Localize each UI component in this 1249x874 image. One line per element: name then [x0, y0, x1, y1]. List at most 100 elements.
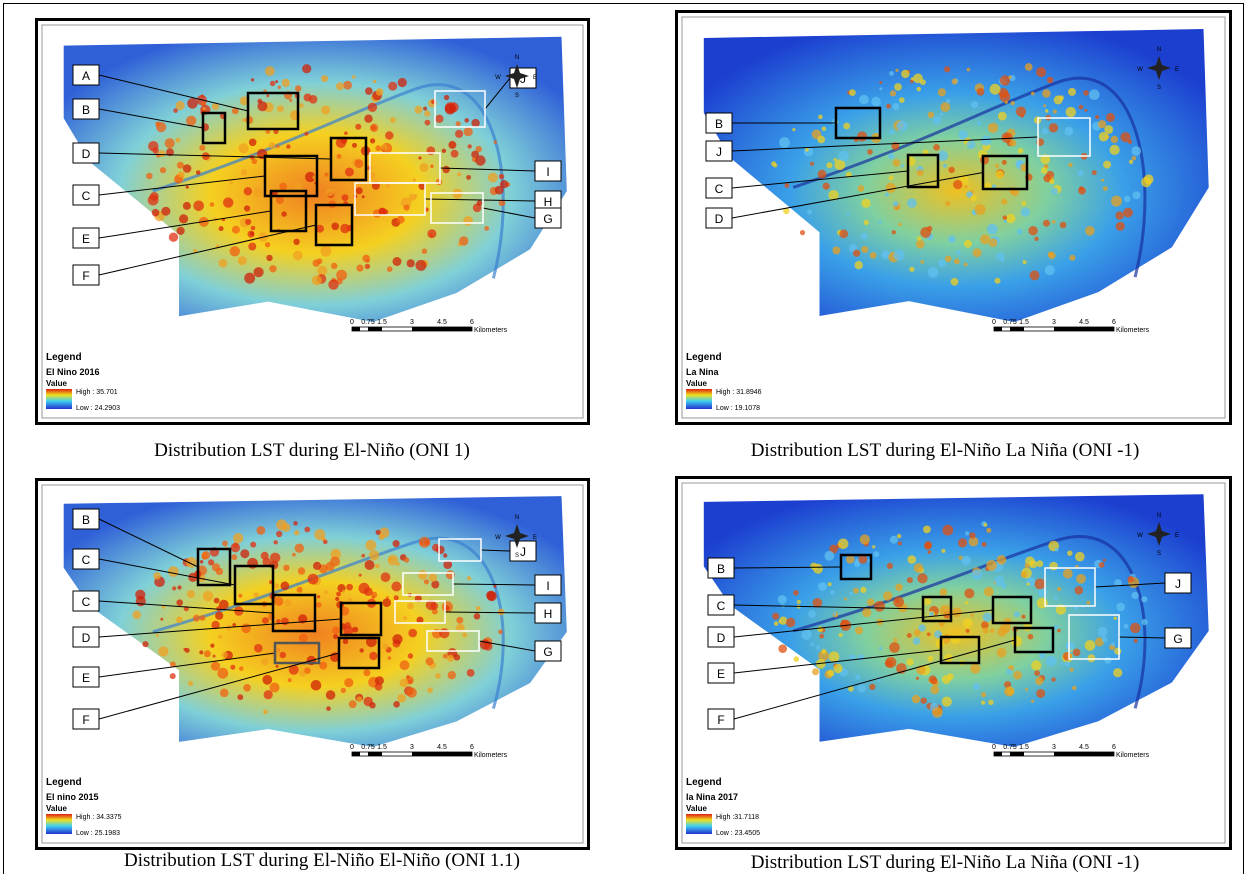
heat-spot: [1057, 629, 1061, 633]
heat-spot: [220, 689, 229, 698]
heat-spot: [988, 123, 998, 133]
heat-spot: [418, 156, 421, 159]
map-panel: BCDEFJGNSEW00.751.534.56KilometersLegend…: [675, 476, 1232, 850]
heat-spot: [357, 696, 363, 702]
heat-spot: [295, 85, 301, 91]
heat-spot: [966, 629, 970, 633]
heat-spot: [1011, 101, 1015, 105]
heat-spot: [917, 573, 927, 583]
heat-spot: [213, 655, 216, 658]
label: D: [717, 631, 726, 645]
legend-title: El Nino 2016: [46, 367, 100, 377]
heat-spot: [989, 238, 998, 247]
scale-tick: 6: [470, 744, 474, 751]
heat-spot: [407, 603, 414, 610]
heat-spot: [369, 652, 377, 660]
label: C: [82, 553, 91, 567]
heat-spot: [808, 610, 816, 618]
heat-spot: [964, 185, 968, 189]
heat-spot: [1068, 88, 1076, 96]
heat-spot: [914, 629, 921, 636]
heat-spot: [211, 662, 220, 671]
legend-title: La Nina: [686, 367, 720, 377]
heat-spot: [232, 623, 236, 627]
heat-spot: [1110, 145, 1120, 155]
heat-spot: [245, 219, 251, 225]
heat-spot: [1057, 587, 1061, 591]
heat-spot: [264, 690, 273, 699]
heat-spot: [887, 563, 893, 569]
heat-spot: [867, 149, 873, 155]
heat-spot: [319, 662, 327, 670]
heat-spot: [419, 537, 430, 548]
heat-spot: [364, 115, 372, 123]
scale-unit: Kilometers: [1116, 752, 1150, 759]
heat-spot: [839, 633, 843, 637]
heat-spot: [938, 88, 946, 96]
heat-spot: [276, 619, 281, 624]
heat-spot: [874, 601, 885, 612]
heat-spot: [772, 613, 779, 620]
heat-spot: [786, 618, 795, 627]
heat-spot: [187, 590, 195, 598]
heat-spot: [855, 261, 863, 269]
heat-spot: [398, 78, 407, 87]
caption: Distribution LST during El-Niño La Niña …: [751, 440, 1140, 462]
heat-spot: [975, 204, 986, 215]
heat-spot: [1070, 668, 1074, 672]
heat-spot: [1034, 237, 1038, 241]
heat-spot: [408, 653, 413, 658]
heat-spot: [945, 256, 951, 262]
heat-spot: [1004, 686, 1014, 696]
heat-spot: [454, 654, 460, 660]
heat-spot: [238, 256, 247, 265]
heat-spot: [447, 655, 454, 662]
heat-spot: [1114, 648, 1121, 655]
heat-spot: [1021, 571, 1028, 578]
heat-spot: [452, 189, 462, 199]
heat-spot: [1000, 623, 1010, 633]
heat-spot: [299, 634, 308, 643]
heat-spot: [326, 189, 334, 197]
heat-spot: [288, 678, 292, 682]
heat-spot: [1047, 77, 1053, 83]
heat-spot: [816, 645, 820, 649]
label: B: [82, 513, 90, 527]
heat-spot: [804, 147, 814, 157]
heat-spot: [161, 207, 170, 216]
heat-spot: [223, 197, 233, 207]
heat-spot: [928, 112, 934, 118]
heat-spot: [1111, 643, 1115, 647]
caption: Distribution LST during El-Niño El-Niño …: [124, 850, 520, 872]
heat-spot: [839, 229, 848, 238]
heat-spot: [216, 606, 221, 611]
heat-spot: [971, 614, 974, 617]
heat-spot: [810, 162, 814, 166]
heat-spot: [426, 657, 434, 665]
heat-spot: [254, 267, 264, 277]
heat-spot: [156, 634, 159, 637]
scale-bar-fill: [994, 752, 1002, 756]
heat-spot: [892, 103, 899, 110]
heat-spot: [218, 635, 222, 639]
heat-spot: [231, 543, 240, 552]
heat-spot: [819, 634, 824, 639]
heat-spot: [183, 164, 192, 173]
heat-spot: [971, 195, 977, 201]
heat-spot: [853, 588, 859, 594]
heat-spot: [1076, 574, 1086, 584]
heat-spot: [945, 201, 950, 206]
heat-spot: [199, 650, 203, 654]
label: F: [82, 269, 89, 283]
heat-spot: [345, 168, 354, 177]
heat-spot: [293, 239, 299, 245]
heat-spot: [861, 199, 870, 208]
heat-spot: [948, 235, 955, 242]
heat-spot: [956, 250, 961, 255]
heat-spot: [1028, 226, 1037, 235]
heat-spot: [250, 232, 254, 236]
heat-spot: [818, 170, 827, 179]
heat-spot: [1036, 560, 1043, 567]
compass-letter: N: [1157, 513, 1161, 519]
caption: Distribution LST during El-Niño La Niña …: [751, 852, 1140, 874]
